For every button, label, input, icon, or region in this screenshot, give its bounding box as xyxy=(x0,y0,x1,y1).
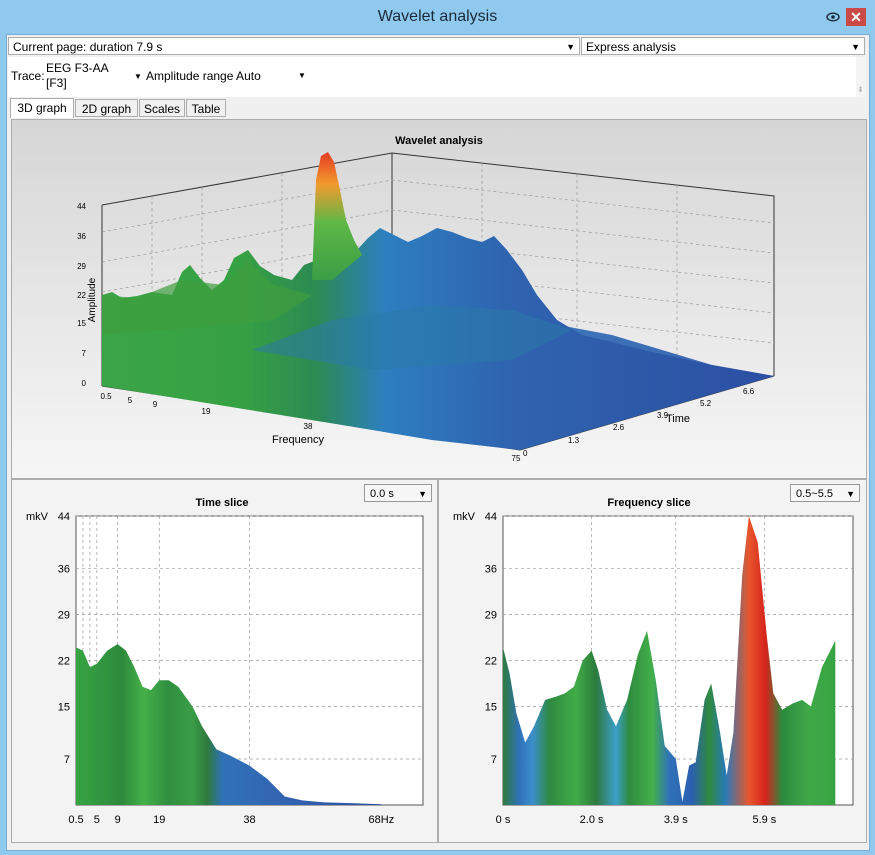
unit-label: mkV xyxy=(26,511,49,523)
frequency-tick: 75 xyxy=(512,454,521,463)
amplitude-tick: 36 xyxy=(77,232,86,241)
graph-3d-panel: Wavelet analysis xyxy=(11,119,867,479)
time-tick: 0 xyxy=(523,449,528,458)
x-tick-label: 2.0 s xyxy=(580,814,604,826)
y-tick-label: 15 xyxy=(58,701,70,713)
amplitude-ticks: 0 7 15 22 29 36 44 xyxy=(77,202,86,388)
trace-label: Trace: xyxy=(11,69,45,83)
y-tick-label: 44 xyxy=(485,511,497,523)
amplitude-tick: 29 xyxy=(77,262,86,271)
trace-name: EEG F3-AA xyxy=(46,61,109,75)
spectrum-peak xyxy=(312,152,362,280)
chevron-down-icon: ▼ xyxy=(846,489,855,499)
x-tick-label: 68Hz xyxy=(369,814,395,826)
eye-icon[interactable] xyxy=(826,10,840,24)
time-tick: 3.9 xyxy=(657,411,669,420)
frequency-axis-label: Frequency xyxy=(272,434,324,446)
time-slice-title: Time slice xyxy=(196,497,249,509)
amplitude-tick: 7 xyxy=(82,349,87,358)
spectrum-mid xyxy=(252,305,572,370)
express-analysis-select[interactable]: Express analysis ▼ xyxy=(581,37,865,55)
trace-select[interactable]: EEG F3-AA [F3] ▼ xyxy=(46,61,142,95)
trace-channel: [F3] xyxy=(46,76,67,90)
time-slice-panel: Time slice 7 15 22 29 36 44 mkV 0.5 5 9 19 38 68Hz 0… xyxy=(11,479,438,843)
x-tick-label: 0 s xyxy=(496,814,511,826)
chevron-down-icon: ▼ xyxy=(298,71,306,80)
time-tick: 6.6 xyxy=(743,387,755,396)
time-ticks: 0 1.3 2.6 3.9 5.2 6.6 xyxy=(523,387,755,458)
main-client: Current page: duration 7.9 s ▼ Express a… xyxy=(6,34,870,851)
y-tick-label: 44 xyxy=(58,511,70,523)
graph-3d-svg[interactable]: Wavelet analysis xyxy=(12,120,866,478)
x-tick-label: 38 xyxy=(243,814,255,826)
amplitude-range-label: Amplitude range Auto xyxy=(146,69,261,83)
frequency-tick: 5 xyxy=(128,396,133,405)
unit-label: mkV xyxy=(453,511,476,523)
tab-3d-graph[interactable]: 3D graph xyxy=(10,98,74,118)
tab-2d-graph[interactable]: 2D graph xyxy=(75,99,138,117)
time-tick: 5.2 xyxy=(700,399,712,408)
frequency-slice-title: Frequency slice xyxy=(607,497,690,509)
frequency-slice-panel: Frequency slice 7 15 22 29 36 44 mkV 0 s 2.0 s 3.… xyxy=(438,479,867,843)
slice-area xyxy=(76,644,382,805)
close-button[interactable]: ✕ xyxy=(846,8,866,26)
amplitude-range-select[interactable]: Amplitude range Auto ▼ xyxy=(146,69,306,83)
frequency-tick: 9 xyxy=(153,400,158,409)
spectrum-ridge xyxy=(102,260,312,335)
time-slice-selector-value: 0.0 s xyxy=(370,488,394,500)
x-tick-label: 5 xyxy=(94,814,100,826)
frequency-tick: 0.5 xyxy=(100,392,112,401)
y-tick-label: 15 xyxy=(485,701,497,713)
trace-scrollbar[interactable]: ⇟ xyxy=(856,57,866,97)
time-axis-label: Time xyxy=(666,413,690,425)
trace-bar: Trace: EEG F3-AA [F3] ▼ Amplitude range … xyxy=(8,57,856,97)
y-tick-label: 29 xyxy=(58,610,70,622)
frequency-slice-svg[interactable]: Frequency slice 7 15 22 29 36 44 mkV 0 s 2.0 s 3.… xyxy=(439,480,866,842)
x-tick-label: 9 xyxy=(115,814,121,826)
frequency-slice-selector[interactable]: 0.5~5.5 ▼ xyxy=(790,484,860,502)
chevron-down-icon: ▼ xyxy=(418,489,427,499)
amplitude-tick: 22 xyxy=(77,291,86,300)
chevron-down-icon: ▼ xyxy=(851,42,860,52)
time-tick: 1.3 xyxy=(568,436,580,445)
time-tick: 2.6 xyxy=(613,423,625,432)
amplitude-tick: 15 xyxy=(77,319,86,328)
amplitude-tick: 44 xyxy=(77,202,86,211)
slice-area xyxy=(503,516,836,805)
y-tick-label: 22 xyxy=(485,656,497,668)
x-tick-label: 5.9 s xyxy=(752,814,776,826)
time-slice-selector[interactable]: 0.0 s ▼ xyxy=(364,484,432,502)
frequency-tick: 19 xyxy=(202,407,211,416)
chevron-down-icon: ▼ xyxy=(566,42,575,52)
amplitude-tick: 0 xyxy=(82,379,87,388)
y-tick-label: 29 xyxy=(485,610,497,622)
close-icon: ✕ xyxy=(850,9,862,25)
time-slice-plot: 7 15 22 29 36 44 mkV 0.5 5 9 19 38 68Hz xyxy=(26,511,424,826)
amplitude-axis-label: Amplitude xyxy=(87,277,98,322)
title-bar: Wavelet analysis ✕ xyxy=(0,0,875,34)
express-analysis-label: Express analysis xyxy=(586,40,677,54)
chevron-down-icon: ▼ xyxy=(134,72,142,81)
frequency-slice-plot: 7 15 22 29 36 44 mkV 0 s 2.0 s 3.9 s 5.9 s xyxy=(453,511,854,826)
y-tick-label: 36 xyxy=(485,564,497,576)
y-tick-label: 7 xyxy=(64,754,70,766)
x-tick-label: 19 xyxy=(153,814,165,826)
x-tick-label: 3.9 s xyxy=(664,814,688,826)
y-tick-label: 7 xyxy=(491,754,497,766)
y-tick-label: 36 xyxy=(58,564,70,576)
y-tick-label: 22 xyxy=(58,656,70,668)
frequency-ticks: 0.5 5 9 19 38 75 xyxy=(100,392,521,463)
window-title: Wavelet analysis xyxy=(377,8,498,25)
tab-table[interactable]: Table xyxy=(186,99,226,117)
scroll-down-icon: ⇟ xyxy=(857,85,864,94)
frequency-tick: 38 xyxy=(304,422,313,431)
current-page-select[interactable]: Current page: duration 7.9 s ▼ xyxy=(8,37,580,55)
time-slice-svg[interactable]: Time slice 7 15 22 29 36 44 mkV 0.5 5 9 19 38 68Hz xyxy=(12,480,437,842)
frequency-slice-selector-value: 0.5~5.5 xyxy=(796,488,834,500)
tab-scales[interactable]: Scales xyxy=(139,99,185,117)
current-page-label: Current page: duration 7.9 s xyxy=(13,40,163,54)
graph-3d-title: Wavelet analysis xyxy=(395,135,483,147)
x-tick-label: 0.5 xyxy=(68,814,83,826)
